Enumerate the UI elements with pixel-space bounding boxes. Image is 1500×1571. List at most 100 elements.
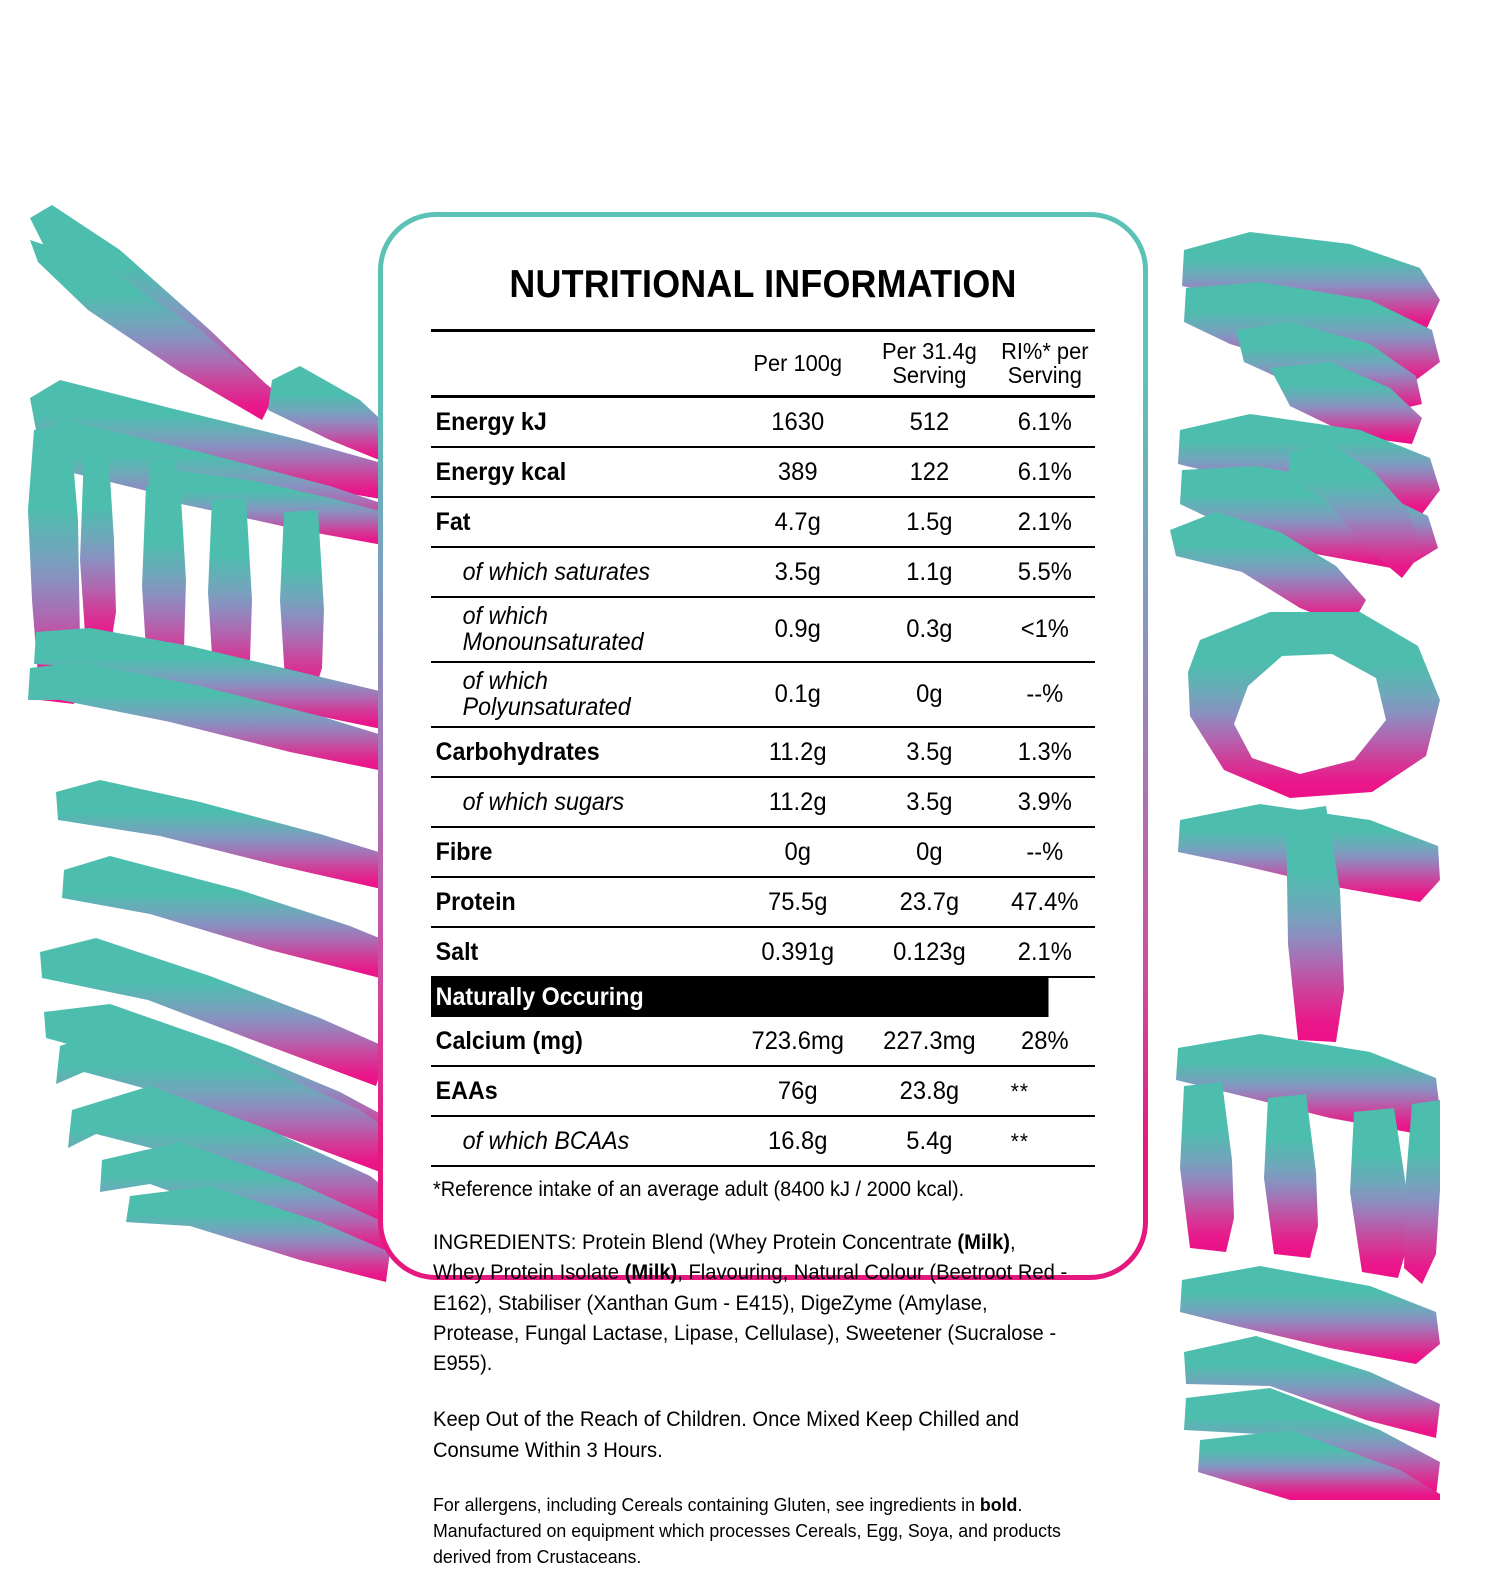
cell-ri-percent: 2.1% bbox=[997, 926, 1093, 978]
header-per-serving-line2: Serving bbox=[891, 362, 967, 389]
nutrition-label-body: NUTRITIONAL INFORMATION Per 100g Per 31.… bbox=[383, 217, 1143, 1567]
allergen-milk-1: (Milk) bbox=[957, 1231, 1011, 1255]
cell-ri-percent: 6.1% bbox=[997, 396, 1093, 448]
cell-per-100g: 75.5g bbox=[736, 876, 860, 928]
table-body: Energy kJ 1630 512 6.1% Energy kcal 389 122 6.1… bbox=[431, 396, 1095, 1168]
header-ri-line1: RI%* per bbox=[1001, 338, 1089, 364]
cell-per-100g: 76g bbox=[736, 1066, 860, 1118]
table-row: Fibre 0g 0g --% bbox=[431, 826, 1095, 878]
table-row: of which saturates 3.5g 1.1g 5.5% bbox=[431, 546, 1095, 598]
cell-per-100g: 1630 bbox=[736, 396, 860, 448]
cell-per-serving: 0.123g bbox=[865, 926, 993, 978]
nutrient-name: Fibre bbox=[431, 826, 712, 878]
table-row: Carbohydrates 11.2g 3.5g 1.3% bbox=[431, 726, 1095, 778]
cell-ri-percent: 28% bbox=[997, 1017, 1093, 1068]
cell-per-serving: 23.8g bbox=[865, 1066, 993, 1118]
cell-per-100g: 11.2g bbox=[736, 726, 860, 778]
naturally-occurring-banner: Naturally Occuring bbox=[431, 976, 1095, 1018]
cell-ri-percent: 5.5% bbox=[997, 546, 1093, 598]
nutrient-name: of which Monounsaturated bbox=[431, 596, 712, 663]
table-row: Salt 0.391g 0.123g 2.1% bbox=[431, 926, 1095, 978]
page-title: NUTRITIONAL INFORMATION bbox=[509, 263, 1017, 306]
table-row: Fat 4.7g 1.5g 2.1% bbox=[431, 496, 1095, 548]
nutrient-name: EAAs bbox=[431, 1066, 712, 1118]
cell-per-100g: 389 bbox=[736, 446, 860, 498]
cell-per-100g: 4.7g bbox=[736, 496, 860, 548]
cell-per-100g: 11.2g bbox=[736, 776, 860, 828]
cell-ri-percent: --% bbox=[997, 661, 1093, 728]
cell-ri-percent: --% bbox=[997, 826, 1093, 878]
cell-ri-percent: 6.1% bbox=[997, 446, 1093, 498]
cell-ri-percent: <1% bbox=[997, 596, 1093, 663]
cell-per-serving: 0g bbox=[865, 661, 993, 728]
table-row: of which Polyunsaturated 0.1g 0g --% bbox=[431, 661, 1095, 728]
cell-per-serving: 3.5g bbox=[865, 726, 993, 778]
cell-per-100g: 3.5g bbox=[736, 546, 860, 598]
table-row: EAAs 76g 23.8g ** bbox=[431, 1066, 1095, 1118]
table-row: Calcium (mg) 723.6mg 227.3mg 28% bbox=[431, 1017, 1095, 1068]
nutrient-name: of which Polyunsaturated bbox=[431, 661, 712, 728]
header-ri-percent: RI%* per Serving bbox=[997, 329, 1093, 398]
ingredients-text-1: Protein Blend (Whey Protein Concentrate bbox=[576, 1231, 958, 1255]
header-nutrient bbox=[438, 329, 726, 398]
header-ri-line2: Serving bbox=[1008, 362, 1083, 389]
storage-instructions: Keep Out of the Reach of Children. Once … bbox=[433, 1408, 1020, 1462]
cell-ri-percent: 1.3% bbox=[997, 726, 1093, 778]
cell-per-100g: 723.6mg bbox=[736, 1017, 860, 1068]
cell-per-serving: 1.1g bbox=[865, 546, 993, 598]
banner-label: Naturally Occuring bbox=[431, 976, 1049, 1018]
cell-per-100g: 16.8g bbox=[736, 1116, 860, 1168]
nutrient-name: of which sugars bbox=[431, 776, 712, 828]
nutrient-name: Energy kJ bbox=[431, 396, 712, 448]
allergen-advice: For allergens, including Cereals contain… bbox=[433, 1492, 1069, 1571]
nutrient-name: Salt bbox=[431, 926, 712, 978]
table-row: of which sugars 11.2g 3.5g 3.9% bbox=[431, 776, 1095, 828]
nutrient-name: Protein bbox=[431, 876, 712, 928]
ingredients-paragraph: INGREDIENTS: Protein Blend (Whey Protein… bbox=[433, 1228, 1069, 1379]
nutrient-name: Energy kcal bbox=[431, 446, 712, 498]
cell-per-serving: 5.4g bbox=[865, 1116, 993, 1168]
cell-ri-percent: 2.1% bbox=[997, 496, 1093, 548]
table-header-row: Per 100g Per 31.4g Serving RI%* per Serv… bbox=[431, 329, 1095, 398]
cell-per-serving: 227.3mg bbox=[865, 1017, 993, 1068]
allergen-text-1: For allergens, including Cereals contain… bbox=[433, 1493, 980, 1515]
brush-artwork-whey bbox=[0, 0, 420, 1500]
cell-ri-percent: ** bbox=[997, 1116, 1093, 1168]
reference-intake-note: *Reference intake of an average adult (8… bbox=[433, 1178, 965, 1202]
table-row: Energy kJ 1630 512 6.1% bbox=[431, 396, 1095, 448]
nutrient-name: of which saturates bbox=[431, 546, 712, 598]
cell-per-100g: 0.1g bbox=[736, 661, 860, 728]
cell-ri-percent: 3.9% bbox=[997, 776, 1093, 828]
table-row: Protein 75.5g 23.7g 47.4% bbox=[431, 876, 1095, 928]
nutrient-name: of which BCAAs bbox=[431, 1116, 712, 1168]
cell-per-serving: 0.3g bbox=[865, 596, 993, 663]
cell-per-serving: 0g bbox=[865, 826, 993, 878]
header-per-serving: Per 31.4g Serving bbox=[865, 329, 993, 398]
cell-per-serving: 23.7g bbox=[865, 876, 993, 928]
ingredients-text-3: , Flavouring, Natural Colour (Beetroot R… bbox=[433, 1261, 1068, 1376]
cell-per-serving: 512 bbox=[865, 396, 993, 448]
nutrition-label-frame: NUTRITIONAL INFORMATION Per 100g Per 31.… bbox=[378, 212, 1148, 1567]
cell-per-100g: 0g bbox=[736, 826, 860, 878]
nutrient-name: Carbohydrates bbox=[431, 726, 712, 778]
ingredients-text-2: , Whey Protein Isolate bbox=[433, 1231, 1016, 1285]
cell-ri-percent: 47.4% bbox=[997, 876, 1093, 928]
ingredients-label: INGREDIENTS: bbox=[433, 1231, 577, 1255]
cell-per-serving: 3.5g bbox=[865, 776, 993, 828]
table-row: Energy kcal 389 122 6.1% bbox=[431, 446, 1095, 498]
cell-ri-percent: ** bbox=[997, 1066, 1093, 1118]
cell-per-serving: 122 bbox=[865, 446, 993, 498]
nutrition-table: Per 100g Per 31.4g Serving RI%* per Serv… bbox=[431, 329, 1095, 1168]
cell-per-100g: 0.9g bbox=[736, 596, 860, 663]
nutrient-name: Calcium (mg) bbox=[431, 1017, 712, 1068]
table-row: of which Monounsaturated 0.9g 0.3g <1% bbox=[431, 596, 1095, 663]
header-per-serving-line1: Per 31.4g bbox=[881, 338, 977, 364]
cell-per-serving: 1.5g bbox=[865, 496, 993, 548]
allergen-bold-word: bold bbox=[979, 1493, 1018, 1515]
cell-per-100g: 0.391g bbox=[736, 926, 860, 978]
nutrient-name: Fat bbox=[431, 496, 712, 548]
allergen-milk-2: (Milk) bbox=[624, 1261, 678, 1285]
header-per-100g: Per 100g bbox=[736, 329, 860, 398]
brush-artwork-protein bbox=[1140, 0, 1500, 1500]
table-row: of which BCAAs 16.8g 5.4g ** bbox=[431, 1116, 1095, 1168]
